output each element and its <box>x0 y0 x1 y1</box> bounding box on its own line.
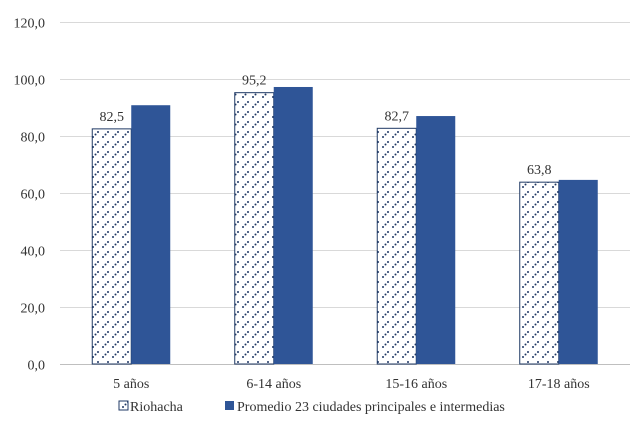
y-tick-label: 20,0 <box>21 302 46 317</box>
y-tick-label: 120,0 <box>14 17 46 32</box>
data-labels: 82,5 95,2 82,7 63,8 <box>100 74 552 178</box>
y-tick-label: 0,0 <box>28 359 46 374</box>
legend-swatch-riohacha <box>118 400 129 411</box>
bar-riohacha <box>234 92 275 365</box>
y-tick-label: 40,0 <box>21 245 46 260</box>
x-axis-category-labels: 5 años 6-14 años 15-16 años 17-18 años <box>113 377 590 392</box>
x-category-label: 5 años <box>113 377 149 392</box>
data-label-riohacha: 82,5 <box>100 110 125 125</box>
bars <box>91 86 598 365</box>
data-label-riohacha: 63,8 <box>527 163 552 178</box>
y-tick-label: 60,0 <box>21 188 46 203</box>
y-tick-label: 80,0 <box>21 131 46 146</box>
legend-label-promedio: Promedio 23 ciudades principales e inter… <box>237 400 505 415</box>
bar-riohacha <box>376 127 417 365</box>
bar-riohacha <box>519 181 560 365</box>
legend-item-riohacha: Riohacha <box>118 400 184 415</box>
bar-promedio <box>131 105 171 364</box>
bar-promedio <box>273 86 313 364</box>
legend-label-riohacha: Riohacha <box>130 400 184 415</box>
data-label-riohacha: 82,7 <box>385 109 410 124</box>
y-tick-label: 100,0 <box>14 74 46 89</box>
data-label-riohacha: 95,2 <box>242 74 267 89</box>
bar-riohacha <box>91 128 132 365</box>
legend: Riohacha Promedio 23 ciudades principales… <box>118 400 505 415</box>
bar-promedio <box>558 179 598 364</box>
x-category-label: 6-14 años <box>246 377 301 392</box>
x-category-label: 17-18 años <box>528 377 590 392</box>
y-axis-tick-labels: 0,0 20,0 40,0 60,0 80,0 100,0 120,0 <box>14 17 46 374</box>
legend-item-promedio: Promedio 23 ciudades principales e inter… <box>225 400 505 415</box>
bar-promedio <box>416 116 456 364</box>
x-category-label: 15-16 años <box>385 377 447 392</box>
legend-swatch-promedio <box>225 401 234 410</box>
